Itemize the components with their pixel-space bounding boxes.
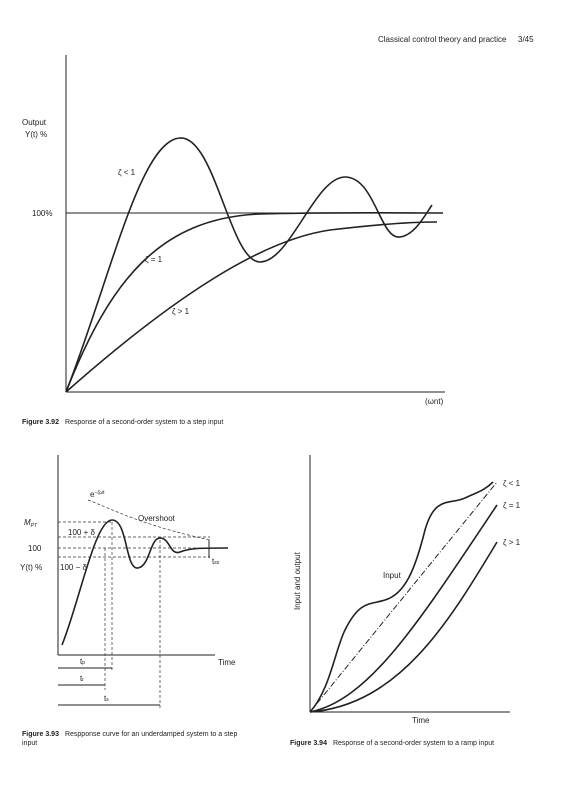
overshoot: Overshoot [138,514,176,523]
curve-label: ζ > 1 [503,538,521,547]
lower-band: 100 − δ [60,563,87,572]
curve-underdamped [65,137,433,393]
mpt-label: MPT [24,518,38,529]
curve-critical [309,504,498,713]
curve-underdamped [309,481,494,713]
tr: t [80,674,83,683]
caption: Figure 3.92 Response of a second-order sy… [22,419,223,426]
caption-text: Respponse curve for an underdamped syste… [65,731,237,738]
caption-number: Figure 3.93 [22,731,59,738]
y-label: Input and output [293,551,302,610]
tp: t [80,657,83,666]
ts: t [104,694,107,703]
mpt: M [24,518,31,527]
tr-label: tr [80,674,84,683]
caption-number: Figure 3.94 [290,740,327,747]
caption-text: Response of a second-order system to a s… [65,419,223,426]
tp-label: tp [80,657,85,666]
curve-label: ζ > 1 [172,307,190,316]
envelope-sup: −ζωt [94,490,105,496]
envelope: e [90,490,95,499]
step-response [61,519,229,646]
tr-sub: r [82,677,84,683]
curve-overdamped [65,221,438,393]
x-label: Time [218,658,236,667]
mpt-sub: PT [31,523,38,529]
curve-label: ζ = 1 [145,255,163,264]
tss-sub: ss [214,560,220,566]
input-label: Input [383,571,402,580]
running-title: Classical control theory and practice [378,35,507,44]
caption-number: Figure 3.92 [22,419,59,426]
ts-label: ts [104,694,109,703]
level: 100 [28,544,42,553]
y-label-2: Y(t) % [25,130,47,139]
curve-label: ζ = 1 [503,501,521,510]
envelope-line [87,499,211,541]
curve-label: ζ < 1 [118,168,136,177]
curve-label: ζ < 1 [503,479,521,488]
page-number: 3/45 [518,35,534,44]
tss: t [212,557,215,566]
x-label: Time [412,716,430,725]
caption-text: Response of a second-order system to a r… [333,740,494,747]
caption: Figure 3.93 Respponse curve for an underd… [22,731,237,738]
envelope-label: e−ζωt [90,490,105,499]
curve-overdamped [309,541,498,713]
x-label: (ωnt) [425,397,444,406]
ramp-input [309,481,498,713]
y-label: Output [22,118,47,127]
y-label: Y(t) % [20,563,42,572]
upper-band: 100 + δ [68,528,95,537]
figure-3-93: MPT 100 + δ 100 Y(t) % 100 − δ e−ζωt Ove… [20,455,237,747]
figure-3-94: ζ < 1 ζ = 1 ζ > 1 Input Input and output… [290,455,521,747]
settling-band: tss [212,557,220,566]
ts-sub: s [106,697,109,703]
curve-critical [65,211,444,393]
figure-3-92: Output Y(t) % 100% ζ < 1 ζ = 1 ζ > 1 (ωn… [22,55,445,426]
reference-label: 100% [32,209,52,218]
caption-line-2: input [22,740,37,747]
tp-sub: p [82,660,85,666]
caption: Figure 3.94 Response of a second-order sy… [290,740,494,747]
